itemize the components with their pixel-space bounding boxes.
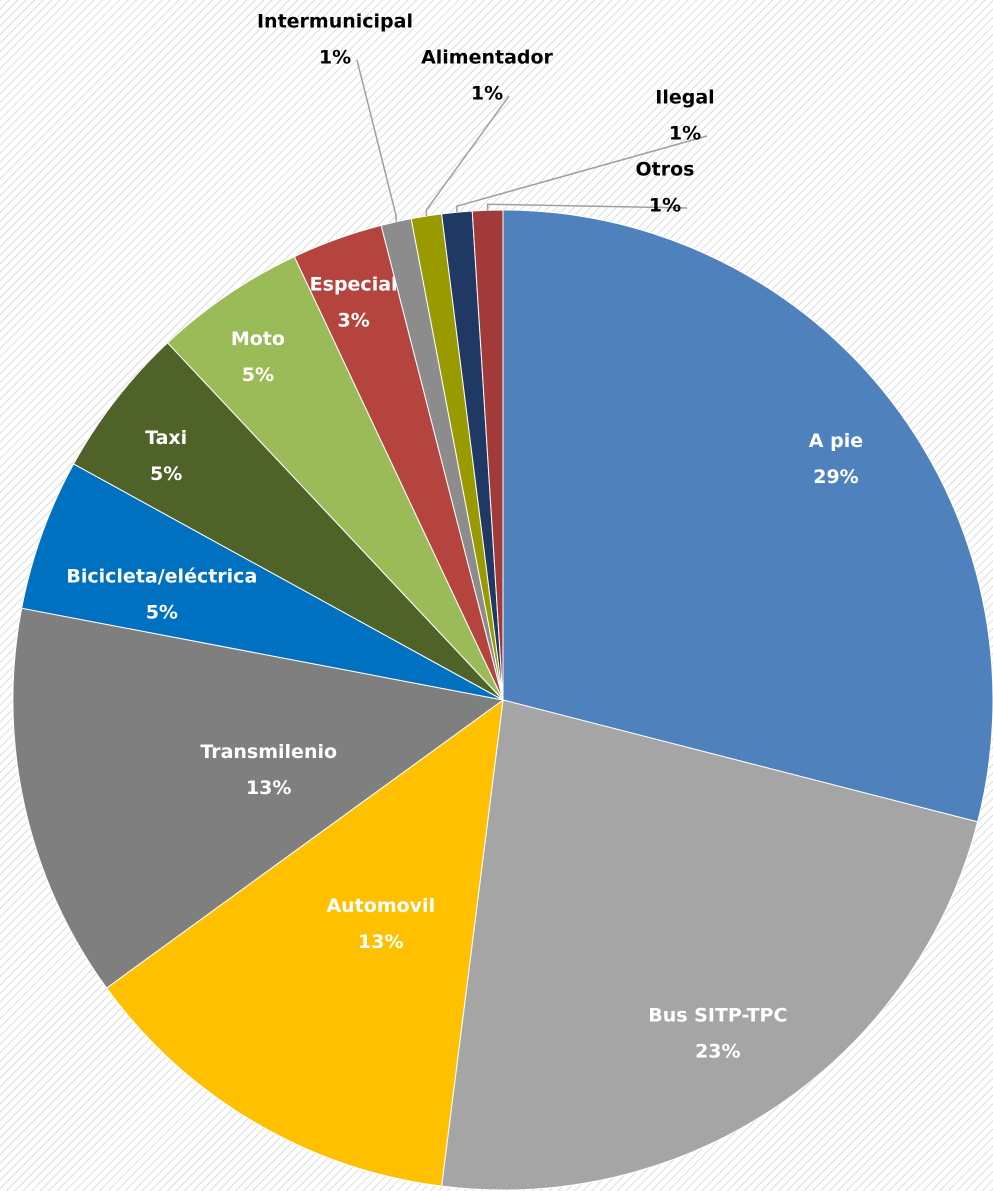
pie-slice xyxy=(12,607,505,989)
slice-value-label: 5% xyxy=(146,602,178,624)
slice-value-label: 5% xyxy=(242,364,274,386)
leader-line xyxy=(456,135,708,213)
slice-value-label: 1% xyxy=(669,123,701,145)
pie-slice xyxy=(72,342,504,701)
slice-label: A pie xyxy=(809,430,863,452)
slice-label: Intermunicipal xyxy=(257,11,413,33)
slice-label: Taxi xyxy=(145,427,187,449)
slice-label: Bus SITP-TPC xyxy=(648,1005,787,1027)
slice-label: Bicicleta/eléctrica xyxy=(66,566,257,588)
slice-value-label: 5% xyxy=(150,463,182,485)
slice-label: Transmilenio xyxy=(200,741,337,763)
pie-slice xyxy=(471,209,504,701)
slice-label: Especial xyxy=(310,274,398,296)
pie-slice xyxy=(21,463,504,701)
slice-value-label: 13% xyxy=(246,777,291,799)
slice-value-label: 23% xyxy=(695,1041,740,1063)
slice-label: Automovil xyxy=(326,895,435,917)
pie-slice xyxy=(441,699,979,1191)
slice-value-label: 1% xyxy=(471,83,503,105)
slice-label: Otros xyxy=(636,159,695,181)
leader-line xyxy=(425,95,510,217)
pie-slice xyxy=(166,255,504,701)
slice-value-label: 1% xyxy=(649,195,681,217)
slice-label: Moto xyxy=(231,328,285,350)
slice-value-label: 29% xyxy=(813,466,858,488)
slice-label: Alimentador xyxy=(421,47,553,69)
pie-slice xyxy=(105,698,504,1187)
slice-value-label: 13% xyxy=(358,931,403,953)
leader-line xyxy=(486,203,688,211)
leader-line xyxy=(356,59,397,222)
slice-value-label: 1% xyxy=(319,47,351,69)
slice-value-label: 3% xyxy=(337,310,369,332)
slice-label: Ilegal xyxy=(655,87,714,109)
